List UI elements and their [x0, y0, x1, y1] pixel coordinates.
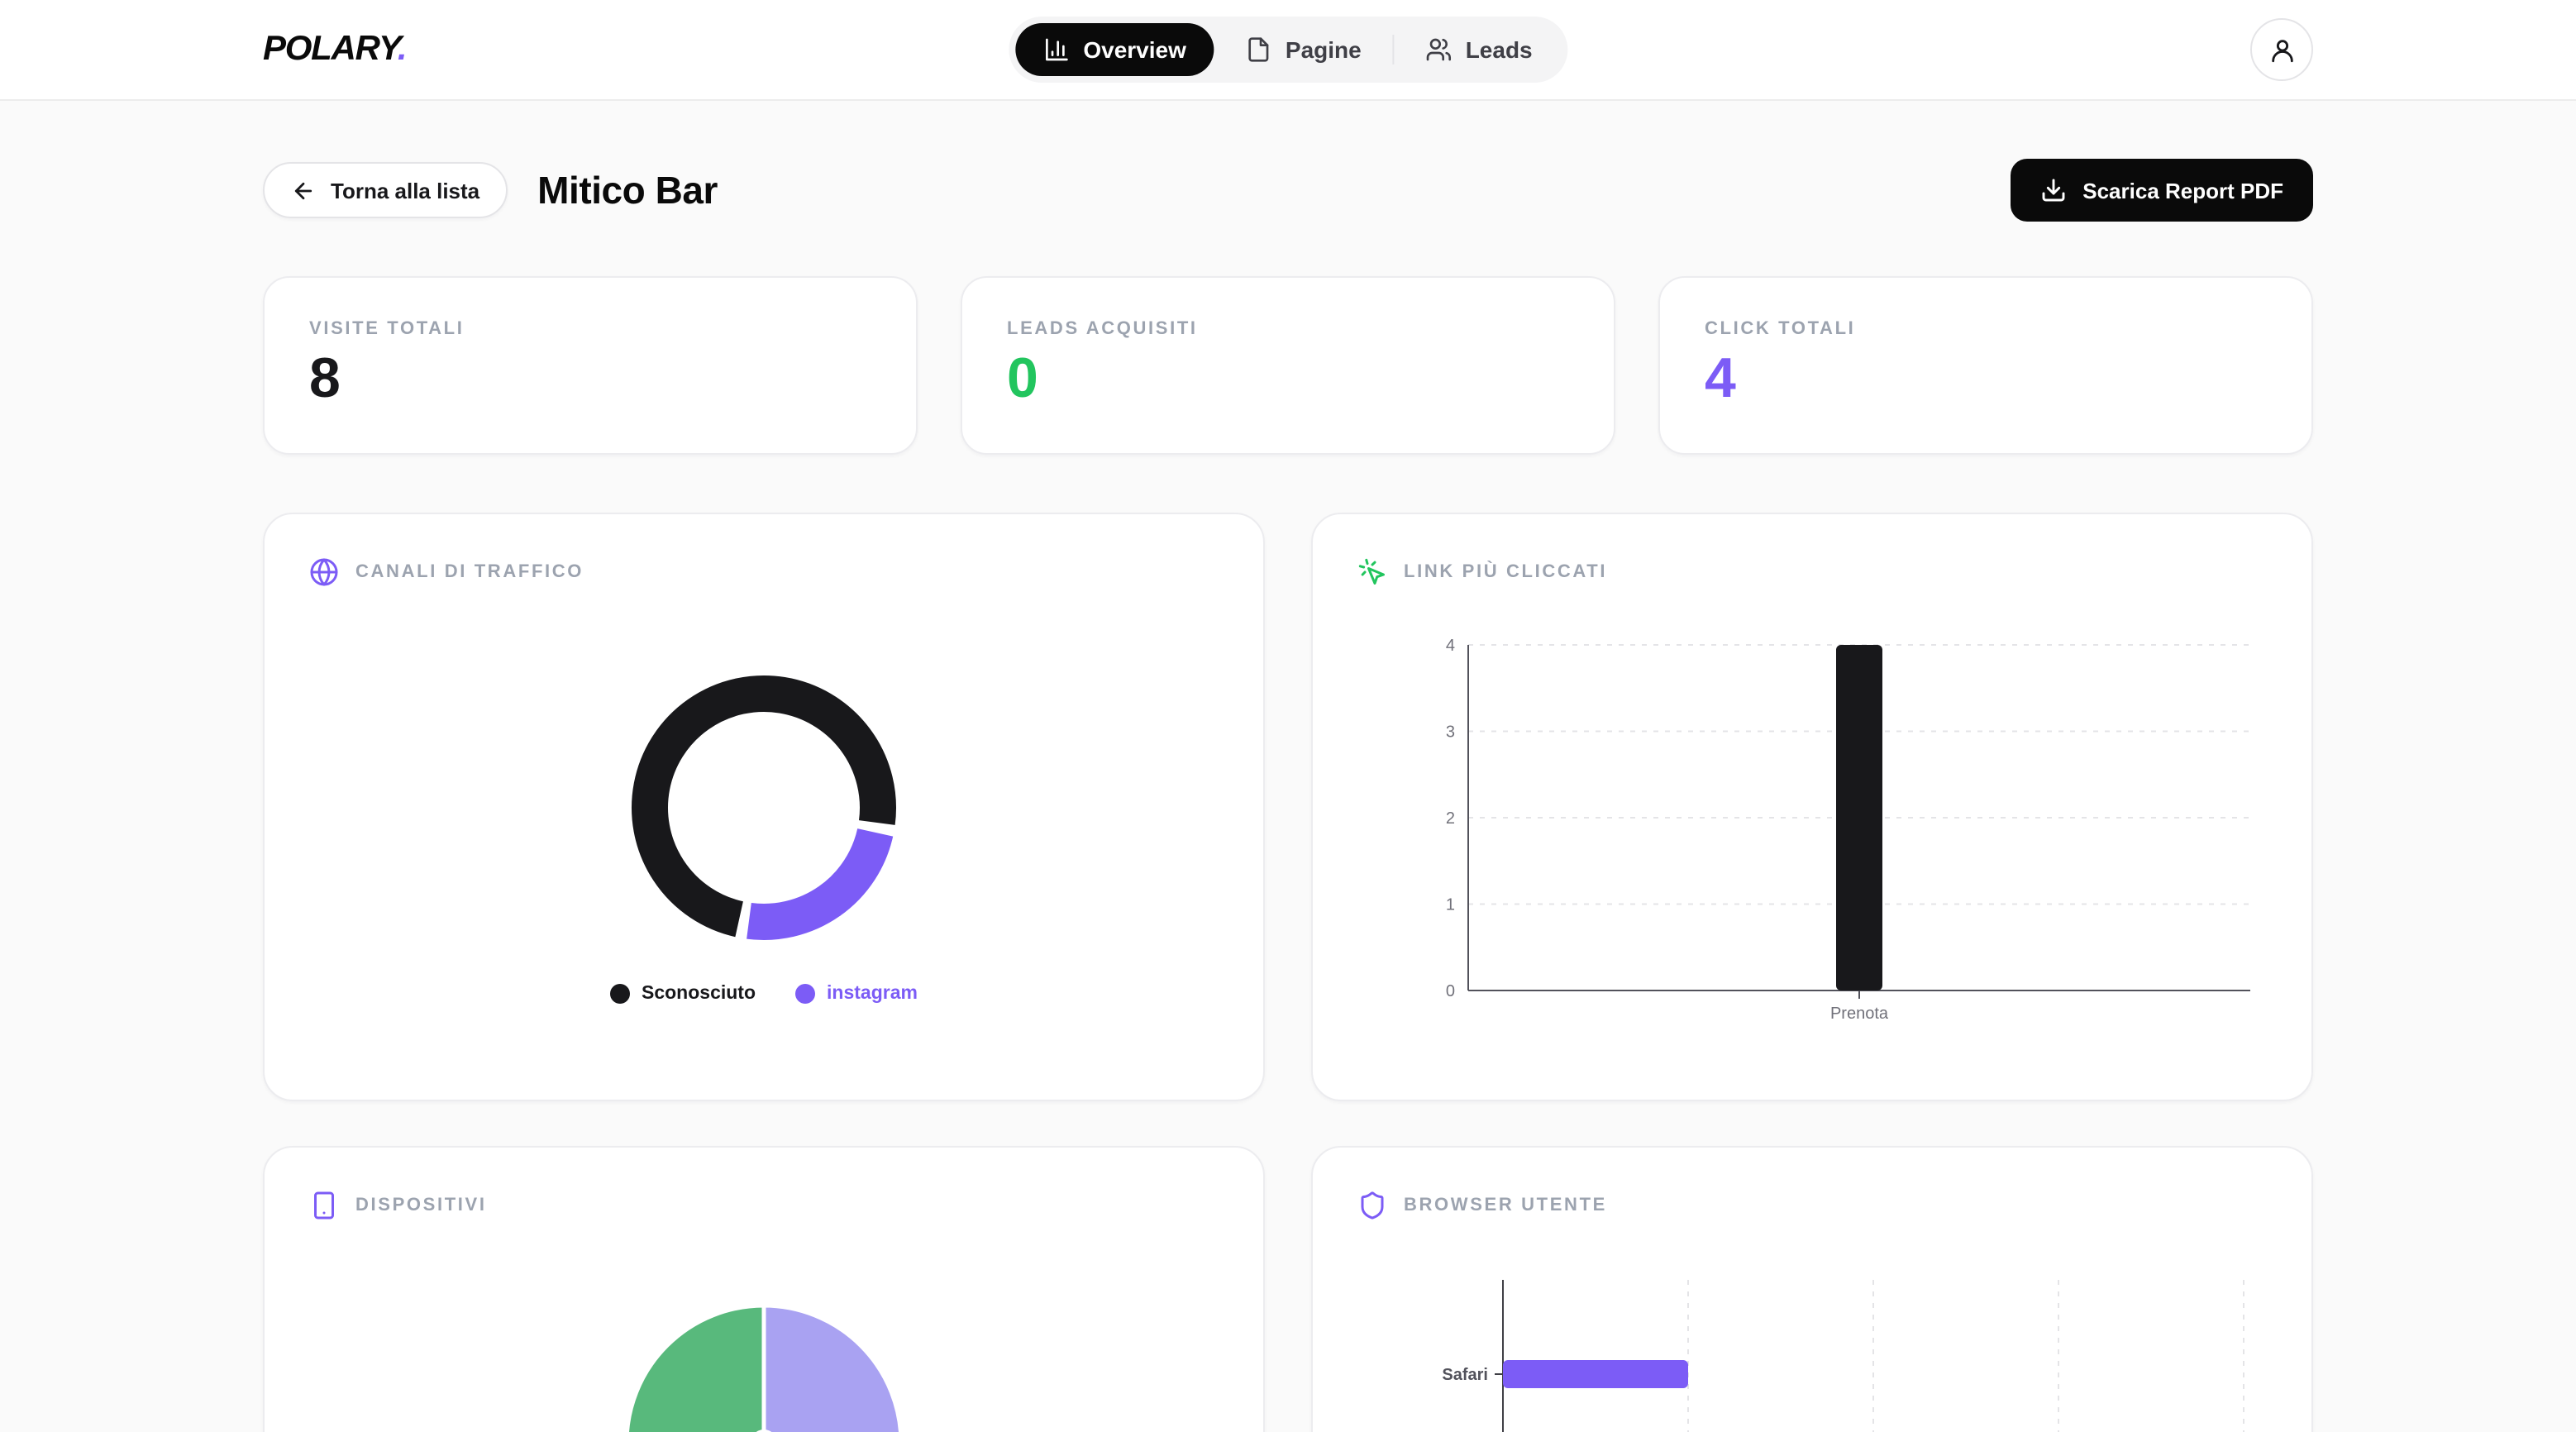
download-report-button[interactable]: Scarica Report PDF — [2010, 159, 2313, 222]
shield-icon — [1357, 1191, 1387, 1220]
legend-dot — [795, 984, 816, 1004]
card-link-piu-cliccati: LINK PIÙ CLICCATI 0 1 2 3 4 Prenota — [1311, 513, 2313, 1101]
browsers-bar-chart: Safari — [1442, 1280, 2244, 1432]
logo-dot: . — [397, 30, 408, 68]
tab-overview[interactable]: Overview — [1015, 23, 1214, 76]
tab-label: Pagine — [1285, 36, 1362, 63]
stat-card-leads-acquisiti: LEADS ACQUISITI 0 — [961, 276, 1615, 455]
tab-leads[interactable]: Leads — [1398, 23, 1561, 76]
traffic-legend: Sconosciuto instagram — [265, 984, 1263, 1004]
main-content: Torna alla lista Mitico Bar Scarica Repo… — [263, 101, 2313, 1432]
bar-chart-icon — [1046, 38, 1068, 61]
stat-label: VISITE TOTALI — [309, 319, 465, 339]
svg-text:3: 3 — [1446, 723, 1455, 742]
smartphone-icon — [309, 1191, 339, 1220]
card-title: CANALI DI TRAFFICO — [355, 562, 584, 582]
legend-label: instagram — [827, 984, 918, 1004]
card-dispositivi: DISPOSITIVI — [263, 1146, 1265, 1432]
toolbar: Torna alla lista Mitico Bar Scarica Repo… — [263, 159, 2313, 222]
svg-text:Prenota: Prenota — [1830, 1005, 1889, 1023]
svg-text:Safari: Safari — [1442, 1366, 1488, 1384]
file-icon — [1248, 37, 1269, 62]
card-title: DISPOSITIVI — [355, 1196, 487, 1215]
card-title: LINK PIÙ CLICCATI — [1404, 562, 1608, 582]
links-bar-chart: 0 1 2 3 4 Prenota — [1446, 637, 2250, 1023]
svg-text:1: 1 — [1446, 896, 1455, 914]
download-button-label: Scarica Report PDF — [2082, 178, 2283, 203]
logo[interactable]: POLARY. — [263, 30, 408, 69]
pointer-click-icon — [1357, 557, 1387, 587]
stat-value: 8 — [309, 347, 341, 410]
arrow-left-icon — [294, 181, 312, 199]
tab-pagine[interactable]: Pagine — [1218, 23, 1390, 76]
top-navbar: POLARY. Overview Pagine Leads — [0, 0, 2576, 101]
user-icon — [2271, 39, 2292, 62]
svg-text:0: 0 — [1446, 982, 1455, 1000]
card-header: LINK PIÙ CLICCATI — [1313, 514, 2311, 587]
stat-label: CLICK TOTALI — [1705, 319, 1856, 339]
stat-cards: VISITE TOTALI 8 LEADS ACQUISITI 0 CLICK … — [263, 276, 2313, 455]
card-browser-utente: BROWSER UTENTE Safari — [1311, 1146, 2313, 1432]
tab-label: Overview — [1083, 36, 1186, 63]
nav-divider — [1392, 35, 1395, 64]
card-header: CANALI DI TRAFFICO — [265, 514, 1263, 587]
card-header: BROWSER UTENTE — [1313, 1148, 2311, 1220]
page-title: Mitico Bar — [537, 168, 718, 211]
stat-label: LEADS ACQUISITI — [1007, 319, 1198, 339]
topbar-inner: POLARY. Overview Pagine Leads — [263, 0, 2313, 99]
traffic-donut-chart — [599, 642, 929, 981]
devices-pie-chart — [599, 1277, 929, 1432]
back-button[interactable]: Torna alla lista — [263, 162, 508, 218]
legend-item-sconosciuto[interactable]: Sconosciuto — [610, 984, 756, 1004]
card-title: BROWSER UTENTE — [1404, 1196, 1607, 1215]
legend-label: Sconosciuto — [642, 984, 756, 1004]
stat-card-visite-totali: VISITE TOTALI 8 — [263, 276, 918, 455]
stat-value: 0 — [1007, 347, 1038, 410]
legend-dot — [610, 984, 630, 1004]
card-header: DISPOSITIVI — [265, 1148, 1263, 1220]
stat-value: 4 — [1705, 347, 1736, 410]
legend-item-instagram[interactable]: instagram — [795, 984, 918, 1004]
globe-icon — [309, 557, 339, 587]
back-button-label: Torna alla lista — [331, 178, 480, 203]
logo-text: POLARY — [263, 30, 398, 68]
users-icon — [1427, 38, 1452, 61]
download-icon — [2041, 179, 2064, 202]
svg-text:2: 2 — [1446, 809, 1455, 828]
stat-card-click-totali: CLICK TOTALI 4 — [1658, 276, 2313, 455]
card-canali-di-traffico: CANALI DI TRAFFICO Sconosciuto instagram — [263, 513, 1265, 1101]
tab-label: Leads — [1465, 36, 1533, 63]
chart-cards: CANALI DI TRAFFICO Sconosciuto instagram — [263, 513, 2313, 1432]
svg-text:4: 4 — [1446, 637, 1455, 655]
main-nav: Overview Pagine Leads — [1009, 17, 1567, 83]
user-menu-button[interactable] — [2250, 18, 2313, 81]
